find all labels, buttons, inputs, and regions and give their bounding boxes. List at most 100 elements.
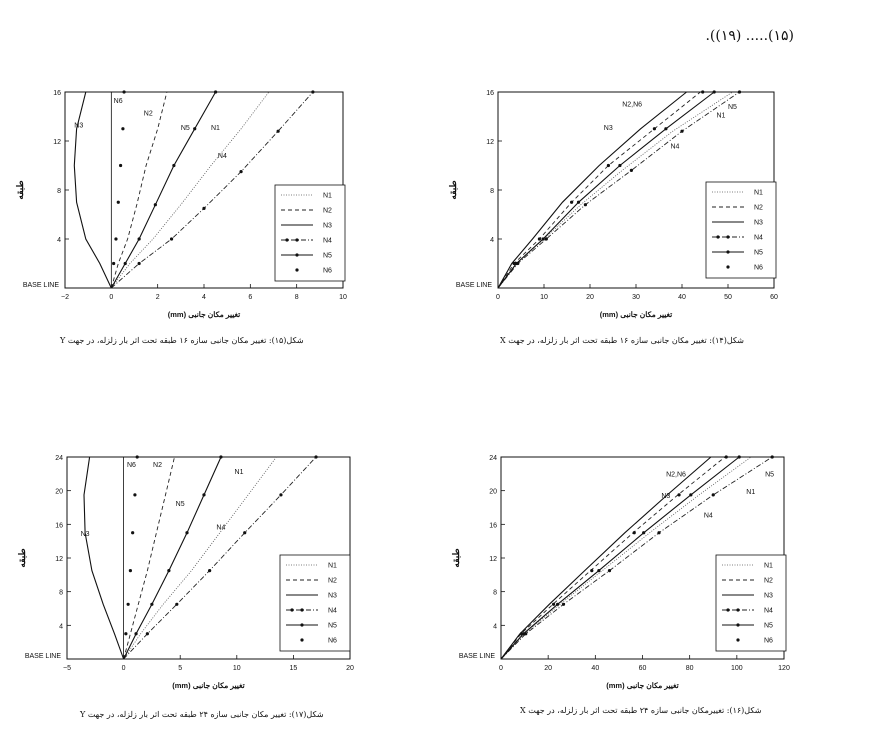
x-axis-label: تغییر مکان جانبی (mm) — [600, 310, 673, 320]
chart-fig17-svg: −5 0 5 10 15 20 4 8 12 16 20 24 BASE LINE تغییر مکان … — [17, 455, 354, 691]
series-point-n5 — [597, 569, 601, 573]
series-point-n5 — [642, 531, 646, 535]
x-tick-label: 20 — [544, 665, 552, 672]
series-point-n5 — [618, 163, 622, 168]
series-point-n6 — [121, 127, 125, 131]
series-point-n4 — [137, 261, 141, 266]
legend-marker — [716, 235, 720, 239]
series-point-n5 — [556, 602, 560, 606]
legend-label: N3 — [328, 593, 337, 600]
x-tick-label: 40 — [591, 665, 599, 672]
series-point-n5 — [737, 455, 741, 459]
legend-marker — [300, 608, 304, 612]
series-point-n4 — [243, 531, 247, 535]
base-line-label: BASE LINE — [456, 282, 493, 289]
series-line-n2 — [110, 91, 168, 289]
legend-marker — [736, 638, 740, 642]
legend-label: N2 — [328, 578, 337, 585]
series-annotation: N3 — [81, 531, 90, 538]
caption-fig14: شکل(۱۴): تغییر مکان جانبی سازه ۱۶ طبقه ت… — [500, 336, 745, 345]
series-point-n6 — [606, 163, 610, 168]
legend-box — [279, 554, 351, 652]
series-line-n1 — [500, 456, 752, 660]
series-point-n4 — [169, 237, 174, 241]
series-point-n6 — [122, 90, 126, 94]
series-point-n6 — [632, 531, 636, 535]
legend-box — [715, 554, 787, 652]
legend-marker — [295, 238, 299, 242]
legend-label: N1 — [328, 563, 337, 570]
series-point-n6 — [112, 261, 116, 266]
y-tick-label: 4 — [490, 237, 494, 244]
series-annotation: N4 — [216, 524, 225, 531]
series-annotation: N6 — [127, 462, 136, 469]
chart-fig16-svg: 0 20 40 60 80 100 120 4 8 12 16 20 24 BASE LINE تغییر … — [451, 455, 790, 691]
legend-label: N6 — [328, 638, 337, 645]
legend-label: N5 — [328, 623, 337, 630]
y-tick-label: 4 — [493, 623, 497, 630]
y-tick-label: 12 — [486, 139, 494, 146]
legend: N1 N2 N3 N4 N5 N6 — [274, 184, 346, 282]
x-tick-label: 8 — [295, 294, 299, 301]
series-point-n5 — [689, 493, 693, 497]
legend-label: N5 — [764, 623, 773, 630]
series-point-n4 — [657, 531, 661, 535]
series-point-n5 — [541, 237, 545, 241]
series-annotation: N5 — [181, 125, 190, 132]
series-annotation: N2 — [144, 110, 153, 117]
series-point-n6 — [114, 237, 118, 241]
legend-marker — [726, 265, 730, 269]
series-point-n5 — [167, 569, 171, 573]
series-point-n5 — [150, 602, 154, 606]
series-annotation: N4 — [671, 143, 680, 150]
series-annotation: N4 — [704, 513, 713, 520]
y-tick-label: 8 — [493, 590, 497, 597]
legend-label: N5 — [754, 250, 763, 257]
series-point-n4 — [202, 206, 206, 210]
series-point-n6 — [537, 237, 541, 241]
base-line-label: BASE LINE — [459, 653, 496, 660]
legend: N1 N2 N3 N4 N5 N6 — [715, 554, 787, 652]
series-point-n5 — [213, 90, 218, 94]
x-tick-label: 4 — [202, 294, 206, 301]
series-annotation: N3 — [661, 493, 670, 500]
y-tick-label: 8 — [59, 590, 63, 597]
legend-marker — [736, 623, 740, 627]
series-annotation: N1 — [717, 113, 726, 120]
series-point-n6 — [551, 602, 556, 606]
y-tick-label: 16 — [489, 522, 497, 529]
legend-label: N4 — [754, 235, 763, 242]
legend: N1 N2 N3 N4 N5 N6 — [705, 181, 777, 279]
series-line-n3 — [500, 456, 712, 660]
series-point-n6 — [128, 569, 132, 573]
x-tick-label: 15 — [290, 665, 298, 672]
legend-label: N4 — [323, 238, 332, 245]
y-tick-label: 8 — [57, 188, 61, 195]
legend-label: N1 — [754, 190, 763, 197]
y-axis-label: طبقه — [451, 548, 461, 567]
legend-label: N6 — [764, 638, 773, 645]
series-point-n5 — [514, 261, 518, 266]
x-tick-label: 10 — [233, 665, 241, 672]
series-line-n5 — [123, 456, 222, 660]
series-point-n6 — [570, 200, 574, 204]
y-tick-label: 12 — [53, 139, 61, 146]
y-axis-label: طبقه — [15, 180, 25, 199]
legend-label: N1 — [323, 193, 332, 200]
y-axis-label: طبقه — [448, 180, 458, 199]
legend-marker — [736, 608, 740, 612]
x-tick-label: 2 — [156, 294, 160, 301]
x-tick-label: −5 — [63, 665, 71, 672]
legend-label: N4 — [764, 608, 773, 615]
caption-fig15: شکل(۱۵): تغییر مکان جانبی سازه ۱۶ طبقه ت… — [60, 336, 304, 345]
series-point-n4 — [208, 569, 212, 573]
y-tick-label: 16 — [53, 90, 61, 97]
series-point-n6 — [590, 569, 594, 573]
y-tick-label: 16 — [486, 90, 494, 97]
series-point-n4 — [145, 632, 149, 636]
series-line-n3 — [73, 91, 112, 289]
y-tick-label: 24 — [489, 455, 497, 462]
series-annotation: N3 — [74, 123, 83, 130]
series-point-n6 — [677, 493, 681, 497]
x-axis-label: تغییر مکان جانبی (mm) — [172, 681, 245, 691]
